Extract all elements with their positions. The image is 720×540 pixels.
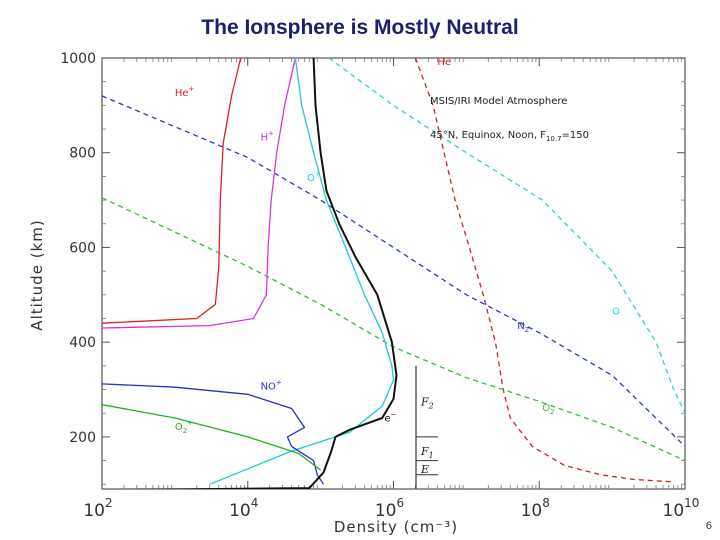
x-tick-label: 106 xyxy=(375,496,404,521)
series-label-sup: − xyxy=(391,411,397,419)
series-label-base: O xyxy=(175,422,183,433)
region-label-f2-sub: 2 xyxy=(428,401,434,410)
model-conditions-tail: =150 xyxy=(562,130,589,141)
series-line-n2 xyxy=(102,95,685,447)
model-conditions-sub: 10.7 xyxy=(546,135,562,143)
series-label-base: He xyxy=(437,57,451,68)
y-tick-label: 800 xyxy=(69,146,96,162)
x-tick-label: 102 xyxy=(83,496,112,521)
x-tick-label: 108 xyxy=(521,496,550,521)
slide-title: The Ionsphere is Mostly Neutral xyxy=(201,16,519,39)
series-label-o: O xyxy=(612,307,620,318)
region-label-f2-base: F xyxy=(420,395,429,408)
series-line-o xyxy=(328,58,685,414)
series-label-base: O xyxy=(612,307,620,318)
series-label-o-plus: O+ xyxy=(307,170,321,184)
x-tick-label: 1010 xyxy=(663,496,700,521)
y-tick-label: 200 xyxy=(69,430,96,446)
series-line-e-minus xyxy=(123,58,398,489)
series-label-sup: + xyxy=(315,170,321,178)
y-tick-label: 1000 xyxy=(60,51,96,67)
series-curves xyxy=(102,58,685,489)
series-line-h-plus xyxy=(102,58,297,329)
series-label-base: NO xyxy=(261,382,276,393)
model-title: MSIS/IRI Model Atmosphere xyxy=(430,96,567,107)
x-tick-base: 10 xyxy=(229,501,251,521)
series-label-base: H xyxy=(261,132,269,143)
plot-frame xyxy=(101,57,686,490)
region-label-f2: F2 xyxy=(420,395,434,410)
x-tick-exponent: 6 xyxy=(397,496,405,510)
series-line-he-plus xyxy=(102,58,242,324)
region-label-e: E xyxy=(420,463,429,476)
x-tick-exponent: 4 xyxy=(251,496,259,510)
y-axis-title: Altitude (km) xyxy=(28,219,46,330)
x-tick-base: 10 xyxy=(663,501,685,521)
region-label-f1: F1 xyxy=(420,445,434,460)
series-label-base: e xyxy=(384,414,390,425)
series-line-no-plus xyxy=(102,383,325,485)
x-tick-label: 104 xyxy=(229,496,258,521)
series-label-sub: 2 xyxy=(525,326,529,334)
series-label-sub: 2 xyxy=(183,427,187,435)
x-tick-base: 10 xyxy=(83,501,105,521)
page-number: 6 xyxy=(705,520,712,532)
series-line-o2 xyxy=(102,197,685,462)
series-label-base: He xyxy=(175,88,189,99)
series-label-base: O xyxy=(307,173,315,184)
series-label-sup: + xyxy=(189,85,195,93)
x-tick-base: 10 xyxy=(521,501,543,521)
series-label-sup: + xyxy=(276,379,282,387)
x-tick-base: 10 xyxy=(375,501,397,521)
x-axis-title: Density (cm⁻³) xyxy=(334,518,458,536)
x-tick-exponent: 2 xyxy=(105,496,113,510)
region-label-f1-base: F xyxy=(420,445,429,458)
series-label-he-plus: He+ xyxy=(175,85,195,99)
x-tick-exponent: 8 xyxy=(542,496,550,510)
region-label-f1-sub: 1 xyxy=(429,451,434,460)
model-conditions: 45°N, Equinox, Noon, F10.7=150 xyxy=(430,130,589,143)
series-label-base: N xyxy=(517,321,524,332)
series-label-sub: 2 xyxy=(550,408,554,416)
series-label-o2: O2 xyxy=(542,403,554,416)
series-label-base: O xyxy=(542,403,550,414)
series-label-no-plus: NO+ xyxy=(261,379,282,393)
series-label-h-plus: H+ xyxy=(261,129,275,143)
series-label-sup: + xyxy=(268,129,274,137)
series-label-o2-plus: O2+ xyxy=(175,419,193,435)
y-tick-label: 400 xyxy=(69,335,96,351)
model-conditions-main: 45°N, Equinox, Noon, F xyxy=(430,130,546,141)
region-label-e-base: E xyxy=(420,463,429,476)
series-label-he: He xyxy=(437,57,451,68)
series-line-o-plus xyxy=(209,58,395,485)
series-line-o2-plus xyxy=(102,404,321,471)
series-label-sup: + xyxy=(187,419,193,427)
y-tick-label: 600 xyxy=(69,240,96,256)
series-label-e-minus: e− xyxy=(384,411,396,425)
x-tick-exponent: 10 xyxy=(684,496,699,510)
series-label-n2: N2 xyxy=(517,321,529,334)
